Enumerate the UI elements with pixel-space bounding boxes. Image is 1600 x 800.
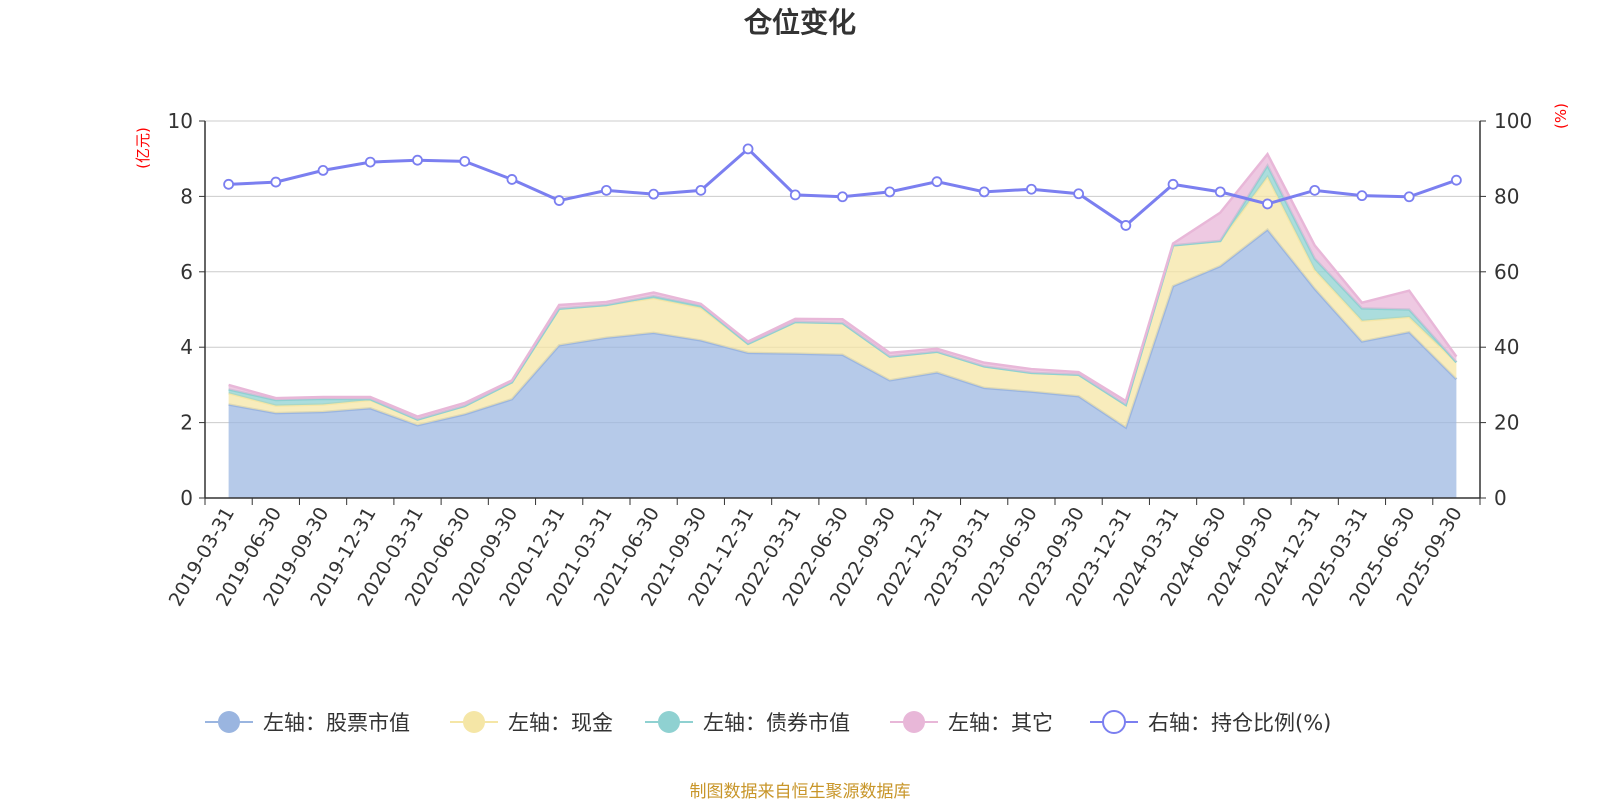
right-axis-tick-label: 100 [1494, 109, 1532, 133]
ratio-point [648, 188, 660, 200]
left-axis-tick-label: 10 [168, 109, 193, 133]
left-axis-tick-label: 6 [180, 260, 193, 284]
right-axis-tick-label: 80 [1494, 184, 1519, 208]
ratio-point [837, 191, 848, 203]
ratio-point [600, 184, 612, 196]
right-axis-tick-label: 60 [1494, 260, 1519, 284]
area-series-2 [228, 176, 1457, 428]
legend-marker-1 [218, 711, 240, 733]
ratio-point [1450, 174, 1462, 186]
ratio-point [695, 184, 707, 196]
legend: 左轴：股票市值 左轴：现金 左轴：债券市值 左轴：其它 右轴：持仓比例(%) [205, 710, 1331, 735]
chart-title: 仓位变化 [744, 6, 856, 39]
legend-label-3: 左轴：债券市值 [703, 711, 850, 735]
left-axis-unit: (亿元) [134, 127, 152, 169]
source-note: 制图数据来自恒生聚源数据库 [690, 782, 911, 800]
left-axis-tick-label: 2 [180, 411, 193, 435]
ratio-point [1262, 198, 1273, 210]
ratio-point [270, 176, 282, 188]
ratio-point [931, 176, 943, 188]
legend-marker-3 [658, 711, 680, 733]
ratio-point [978, 186, 990, 198]
right-axis-tick-label: 20 [1494, 411, 1519, 435]
right-axis-tick-label: 40 [1494, 335, 1519, 359]
ratio-point [1073, 188, 1085, 200]
stacked-areas [228, 151, 1458, 499]
ratio-point [364, 156, 376, 168]
legend-label-4: 左轴：其它 [948, 711, 1053, 735]
left-axis-tick-label: 0 [180, 486, 193, 510]
left-axis-tick-label: 8 [180, 184, 193, 208]
right-axis-tick-label: 0 [1494, 486, 1507, 510]
ratio-point [553, 195, 565, 206]
left-axis-tick-label: 4 [180, 335, 193, 359]
ratio-point [1356, 190, 1368, 202]
ratio-point [1403, 191, 1415, 203]
right-axis-unit: (%) [1552, 103, 1570, 129]
area-series-1 [228, 229, 1457, 499]
ratio-point [317, 164, 329, 176]
ratio-point [1214, 186, 1226, 198]
legend-label-5: 右轴：持仓比例(%) [1148, 711, 1331, 735]
ratio-point [1025, 183, 1037, 195]
ratio-point [742, 143, 754, 155]
ratio-point [459, 155, 471, 167]
ratio-point [223, 178, 235, 190]
legend-label-1: 左轴：股票市值 [263, 711, 410, 735]
ratio-point [412, 154, 423, 166]
ratio-point [1120, 220, 1132, 231]
legend-marker-4 [903, 711, 925, 733]
holding-ratio-line [223, 143, 1462, 231]
ratio-point [506, 174, 518, 185]
ratio-point [1167, 178, 1179, 190]
legend-label-2: 左轴：现金 [508, 711, 613, 735]
legend-marker-2 [463, 711, 485, 733]
ratio-point [789, 189, 801, 201]
ratio-point [1309, 184, 1321, 196]
area-series-4-edge [228, 151, 1458, 418]
legend-marker-5 [1102, 710, 1126, 734]
ratio-point [884, 186, 896, 198]
